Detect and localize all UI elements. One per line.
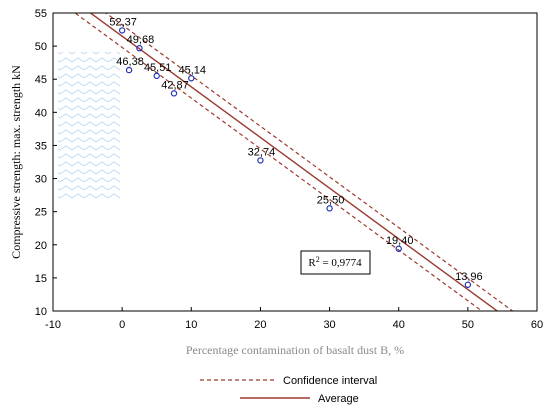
x-tick-label: -10 — [45, 319, 61, 331]
points-layer: 52,37 49,68 46,38 45,51 45,14 42,87 32,74 25,50… — [109, 16, 483, 288]
data-point — [153, 72, 160, 80]
y-tick-label: 20 — [35, 240, 47, 252]
data-point-label: 42,87 — [161, 79, 189, 91]
r2-prefix: R — [308, 257, 316, 269]
data-point — [395, 245, 402, 252]
data-point — [170, 90, 178, 97]
r2-value: = 0,9774 — [320, 257, 362, 269]
y-tick-label: 25 — [35, 207, 47, 219]
x-tick-label: 50 — [462, 319, 474, 331]
x-tick-label: 20 — [254, 319, 266, 331]
hatched-region — [58, 52, 120, 200]
confidence-upper-line — [104, 13, 514, 311]
data-point — [326, 205, 333, 212]
data-point-label: 45,51 — [144, 62, 172, 74]
data-point-label: 25,50 — [317, 194, 345, 206]
data-point — [118, 27, 126, 34]
legend-label-confidence: Confidence interval — [283, 375, 377, 387]
data-point-label: 46,38 — [116, 56, 144, 68]
y-tick-label: 50 — [35, 41, 47, 53]
data-point-label: 13,96 — [455, 271, 483, 283]
y-tick-label: 10 — [35, 306, 47, 318]
data-point-label: 49,68 — [127, 34, 155, 46]
x-axis-title: Percentage contamination of basalt dust … — [186, 343, 404, 357]
x-tick-label: 0 — [119, 319, 125, 331]
r2-annotation: R2 = 0,9774 — [300, 250, 371, 275]
data-point — [188, 75, 195, 82]
y-axis: 10 15 20 25 30 35 40 45 50 55 — [35, 8, 57, 318]
confidence-lower-line — [74, 13, 483, 311]
x-tick-label: 10 — [185, 319, 197, 331]
plot-frame — [52, 12, 538, 312]
data-point — [257, 157, 264, 164]
r2-box — [300, 250, 371, 275]
data-point-label: 45,14 — [179, 64, 207, 76]
legend: Confidence interval Average — [200, 375, 377, 405]
series-layer — [74, 13, 514, 311]
data-point — [464, 281, 472, 288]
data-point-label: 19,40 — [386, 235, 414, 247]
y-tick-label: 55 — [35, 8, 47, 20]
legend-label-average: Average — [318, 393, 359, 405]
y-tick-label: 35 — [35, 140, 47, 152]
x-tick-label: 60 — [531, 319, 543, 331]
r2-superscript: 2 — [316, 255, 320, 264]
y-tick-label: 40 — [35, 107, 47, 119]
data-point-label: 32,74 — [248, 146, 276, 158]
y-tick-label: 45 — [35, 74, 47, 86]
y-tick-label: 30 — [35, 174, 47, 186]
fit-line — [89, 13, 499, 311]
data-point-label: 52,37 — [109, 16, 137, 28]
y-axis-title: Compressive strength: max. strength kN — [9, 65, 23, 259]
data-point — [125, 66, 133, 74]
x-tick-label: 30 — [323, 319, 335, 331]
r2-text: R2 = 0,9774 — [308, 255, 362, 269]
x-axis: -10 0 10 20 30 40 50 60 — [45, 307, 543, 331]
y-tick-label: 15 — [35, 273, 47, 285]
x-tick-label: 40 — [393, 319, 405, 331]
data-point — [136, 45, 143, 52]
